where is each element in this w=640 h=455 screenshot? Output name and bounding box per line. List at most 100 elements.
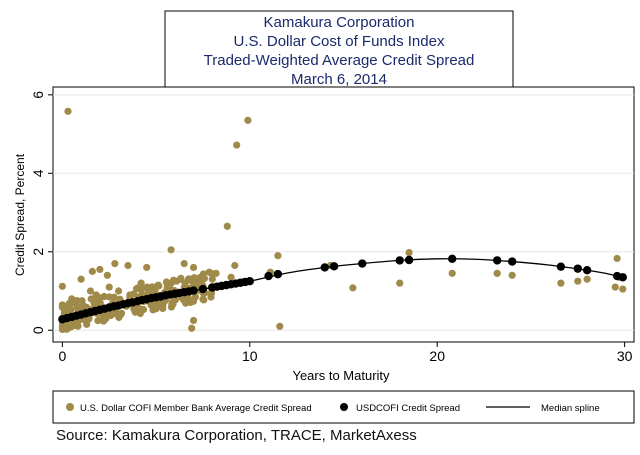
member-bank-point (77, 275, 85, 283)
member-bank-point (105, 283, 113, 291)
member-bank-point (231, 261, 239, 270)
chart-title-line-4: March 6, 2014 (291, 71, 387, 88)
usdcofi-point (358, 259, 367, 268)
legend-label-usdcofi: USDCOFI Credit Spread (356, 403, 460, 414)
usdcofi-point (556, 262, 566, 271)
member-bank-point (159, 302, 167, 310)
member-bank-point (92, 291, 100, 299)
member-bank-point (143, 263, 151, 272)
legend: U.S. Dollar COFI Member Bank Average Cre… (52, 390, 635, 424)
member-bank-point (124, 261, 132, 270)
usdcofi-point (198, 284, 208, 294)
member-bank-point (90, 300, 98, 308)
usdcofi-point (264, 271, 273, 281)
usdcofi-point (573, 264, 582, 273)
member-bank-point (189, 297, 197, 306)
member-bank-point (152, 305, 160, 313)
legend-marker-member-bank (66, 403, 74, 411)
chart-title-line-3: Traded-Weighted Average Credit Spread (204, 52, 475, 69)
y-tick-label: 2 (30, 248, 46, 256)
source-note: Source: Kamakura Corporation, TRACE, Mar… (56, 427, 417, 444)
member-bank-point (448, 269, 456, 277)
usdcofi-point (189, 286, 198, 295)
member-bank-point (176, 275, 185, 283)
member-bank-point (94, 317, 102, 325)
member-bank-point (126, 291, 134, 299)
member-bank-point (78, 297, 86, 305)
member-bank-point (167, 246, 175, 254)
usdcofi-point (448, 254, 457, 264)
chart-title-box: Kamakura Corporation U.S. Dollar Cost of… (164, 10, 514, 94)
y-axis-label: Credit Spread, Percent (13, 153, 27, 276)
member-bank-point (111, 259, 119, 268)
y-tick-label: 6 (30, 91, 46, 99)
member-bank-point (349, 284, 357, 292)
member-bank-point (212, 269, 220, 277)
member-bank-point (189, 263, 198, 272)
usdcofi-point (329, 262, 339, 271)
member-bank-point (73, 303, 81, 311)
usdcofi-point (507, 257, 517, 266)
member-bank-point (189, 316, 198, 325)
member-bank-point (110, 293, 118, 301)
member-bank-point (100, 314, 108, 323)
member-bank-point (613, 254, 621, 263)
member-bank-point (493, 269, 501, 277)
legend-marker-usdcofi (340, 403, 348, 411)
member-bank-point (583, 275, 591, 283)
member-bank-point (227, 273, 235, 281)
member-bank-point (148, 287, 156, 295)
member-bank-point (188, 324, 196, 332)
x-tick-label: 0 (58, 348, 66, 364)
grid-lines (53, 94, 634, 331)
y-tick-label: 0 (30, 326, 46, 334)
member-bank-point (508, 271, 516, 279)
x-tick-label: 20 (429, 348, 445, 364)
member-bank-point (196, 273, 204, 282)
chart-title-line-1: Kamakura Corporation (264, 14, 415, 31)
usdcofi-point (320, 263, 329, 272)
member-bank-point (187, 277, 196, 285)
member-bank-point (169, 276, 178, 284)
member-bank-point (103, 271, 111, 279)
legend-label-spline: Median spline (541, 403, 600, 414)
member-bank-point (611, 283, 619, 291)
y-tick-label: 4 (30, 169, 46, 177)
member-bank-point (137, 279, 145, 287)
member-bank-point (574, 277, 582, 285)
axes: 0 2 4 6 0 10 20 30 (30, 91, 633, 364)
member-bank-point (205, 268, 213, 276)
member-bank-point (96, 265, 104, 274)
member-bank-point (195, 279, 203, 287)
member-bank-point (182, 299, 190, 307)
usdcofi-point (395, 256, 404, 265)
member-bank-point (68, 295, 76, 303)
usdcofi-point (273, 269, 283, 279)
member-bank-point (244, 116, 252, 124)
member-bank-point (86, 287, 95, 295)
member-bank-point (199, 295, 207, 303)
member-bank-point (223, 222, 231, 230)
usdcofi-point (245, 276, 254, 286)
member-bank-point (405, 248, 413, 257)
data-points (58, 107, 627, 334)
member-bank-point (207, 289, 215, 298)
member-bank-point (557, 279, 565, 287)
member-bank-point (276, 322, 284, 330)
member-bank-point (58, 303, 66, 311)
member-bank-point (131, 308, 139, 316)
x-tick-label: 30 (617, 348, 633, 364)
member-bank-point (114, 287, 123, 295)
x-tick-label: 10 (242, 348, 258, 364)
member-bank-point (619, 285, 627, 293)
member-bank-point (100, 292, 108, 301)
usdcofi-point (404, 255, 414, 265)
member-bank-point (88, 267, 96, 275)
usdcofi-point (492, 256, 502, 265)
chart-title-line-2: U.S. Dollar Cost of Funds Index (234, 33, 445, 50)
x-axis-label: Years to Maturity (292, 368, 390, 383)
member-bank-point (58, 282, 66, 290)
legend-label-member-bank: U.S. Dollar COFI Member Bank Average Cre… (80, 403, 312, 414)
member-bank-point (233, 141, 241, 149)
